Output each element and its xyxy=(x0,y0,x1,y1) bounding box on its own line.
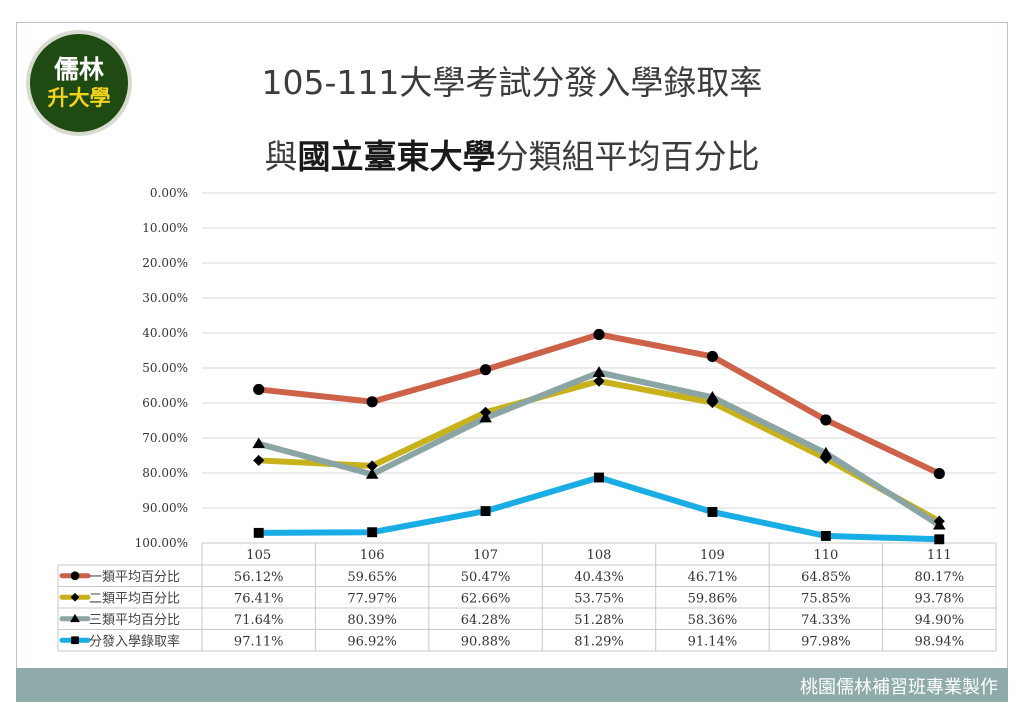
chart-title: 105-111大學考試分發入學錄取率 xyxy=(261,63,763,102)
logo: 儒林 升大學 xyxy=(26,30,132,136)
legend-label: 二類平均百分比 xyxy=(89,591,180,606)
data-point xyxy=(365,468,379,479)
subtitle-university: 國立臺東大學 xyxy=(297,137,496,176)
data-label: 64.85% xyxy=(801,570,851,585)
data-label: 76.41% xyxy=(234,591,284,606)
y-tick-label: 30.00% xyxy=(142,291,188,305)
data-point xyxy=(366,460,378,472)
data-label: 97.98% xyxy=(801,634,851,649)
data-label: 46.71% xyxy=(688,570,738,585)
data-label: 80.39% xyxy=(347,613,397,628)
data-label: 51.28% xyxy=(574,613,624,628)
series-layer xyxy=(252,328,946,545)
data-label: 94.90% xyxy=(914,613,964,628)
data-point xyxy=(253,454,265,467)
data-point xyxy=(253,383,265,396)
data-point xyxy=(593,375,605,387)
y-tick-label: 90.00% xyxy=(142,501,188,515)
legend-key xyxy=(59,571,91,581)
subtitle-suffix: 分類組平均百分比 xyxy=(495,137,760,176)
y-tick-label: 10.00% xyxy=(142,221,188,235)
data-point xyxy=(594,472,604,483)
footer-bar: 桃園儒林補習班專業製作 xyxy=(16,668,1008,702)
data-label: 56.12% xyxy=(234,570,284,585)
x-tick-label: 106 xyxy=(360,548,385,563)
data-point xyxy=(366,396,378,408)
data-point xyxy=(933,468,945,480)
y-tick-label: 40.00% xyxy=(142,326,188,340)
data-point xyxy=(820,530,831,541)
data-label: 98.94% xyxy=(914,634,964,649)
chart-subtitle: 與國立臺東大學分類組平均百分比 xyxy=(0,130,1024,178)
x-tick-label: 110 xyxy=(813,548,838,563)
data-point xyxy=(934,534,945,545)
legend-key xyxy=(59,592,91,602)
data-label: 53.75% xyxy=(574,591,624,606)
data-point xyxy=(479,364,492,376)
data-label: 59.86% xyxy=(688,591,738,606)
data-point xyxy=(592,366,606,377)
data-label: 58.36% xyxy=(688,613,738,628)
data-point xyxy=(367,527,378,538)
data-point xyxy=(71,636,79,645)
data-label: 75.85% xyxy=(801,591,851,606)
data-label: 64.28% xyxy=(461,613,511,628)
data-label: 91.14% xyxy=(688,634,738,649)
data-label: 77.97% xyxy=(347,591,397,606)
y-tick-label: 0.00% xyxy=(150,186,188,200)
data-label: 62.66% xyxy=(461,591,511,606)
data-point xyxy=(70,613,80,623)
y-tick-label: 70.00% xyxy=(142,431,188,445)
y-tick-label: 100.00% xyxy=(135,536,188,550)
data-label: 74.33% xyxy=(801,613,851,628)
y-tick-label: 60.00% xyxy=(142,396,188,410)
data-label: 81.29% xyxy=(574,634,624,649)
x-tick-label: 111 xyxy=(927,548,952,563)
data-label: 96.92% xyxy=(347,634,397,649)
data-table: 105 106 107 108 109 110 111 一類平均百分比 56.12% 59.65%… xyxy=(57,542,997,652)
x-tick-label: 107 xyxy=(473,548,498,563)
logo-line-2: 升大學 xyxy=(47,86,111,110)
series-line xyxy=(255,331,943,477)
data-point xyxy=(252,437,266,449)
data-label: 93.78% xyxy=(914,591,964,606)
y-tick-label: 20.00% xyxy=(142,256,188,270)
y-tick-label: 50.00% xyxy=(142,361,188,375)
legend-key xyxy=(59,636,91,645)
y-axis-ticks: 0.00% 10.00% 20.00% 30.00% 40.00% 50.00% 60.00… xyxy=(135,186,188,550)
data-point xyxy=(820,414,832,426)
data-label: 90.88% xyxy=(461,634,511,649)
data-point xyxy=(480,506,491,517)
x-tick-label: 108 xyxy=(587,548,612,563)
legend-label: 一類平均百分比 xyxy=(89,570,180,585)
data-point xyxy=(819,446,833,458)
data-point xyxy=(932,518,946,530)
subtitle-prefix: 與 xyxy=(264,137,298,176)
data-label: 80.17% xyxy=(914,570,964,585)
logo-line-1: 儒林 xyxy=(53,55,104,84)
y-tick-label: 80.00% xyxy=(142,466,188,480)
data-label: 59.65% xyxy=(347,570,397,585)
data-point xyxy=(706,350,719,363)
data-point xyxy=(707,507,718,517)
legend-label: 三類平均百分比 xyxy=(89,613,180,628)
legend-label: 分發入學錄取率 xyxy=(89,633,180,649)
data-point xyxy=(706,390,719,402)
footer-credit: 桃園儒林補習班專業製作 xyxy=(800,677,998,698)
data-label: 71.64% xyxy=(234,613,284,628)
legend-key xyxy=(59,613,91,623)
series-line xyxy=(255,369,943,529)
data-label: 97.11% xyxy=(234,634,284,649)
data-point xyxy=(70,592,80,602)
data-label: 50.47% xyxy=(461,570,511,585)
data-point xyxy=(479,411,492,423)
data-point xyxy=(253,527,264,538)
data-point xyxy=(70,571,80,581)
data-point xyxy=(593,328,605,341)
x-tick-label: 109 xyxy=(700,548,725,563)
data-label: 40.43% xyxy=(574,570,624,585)
x-tick-label: 105 xyxy=(246,548,271,563)
